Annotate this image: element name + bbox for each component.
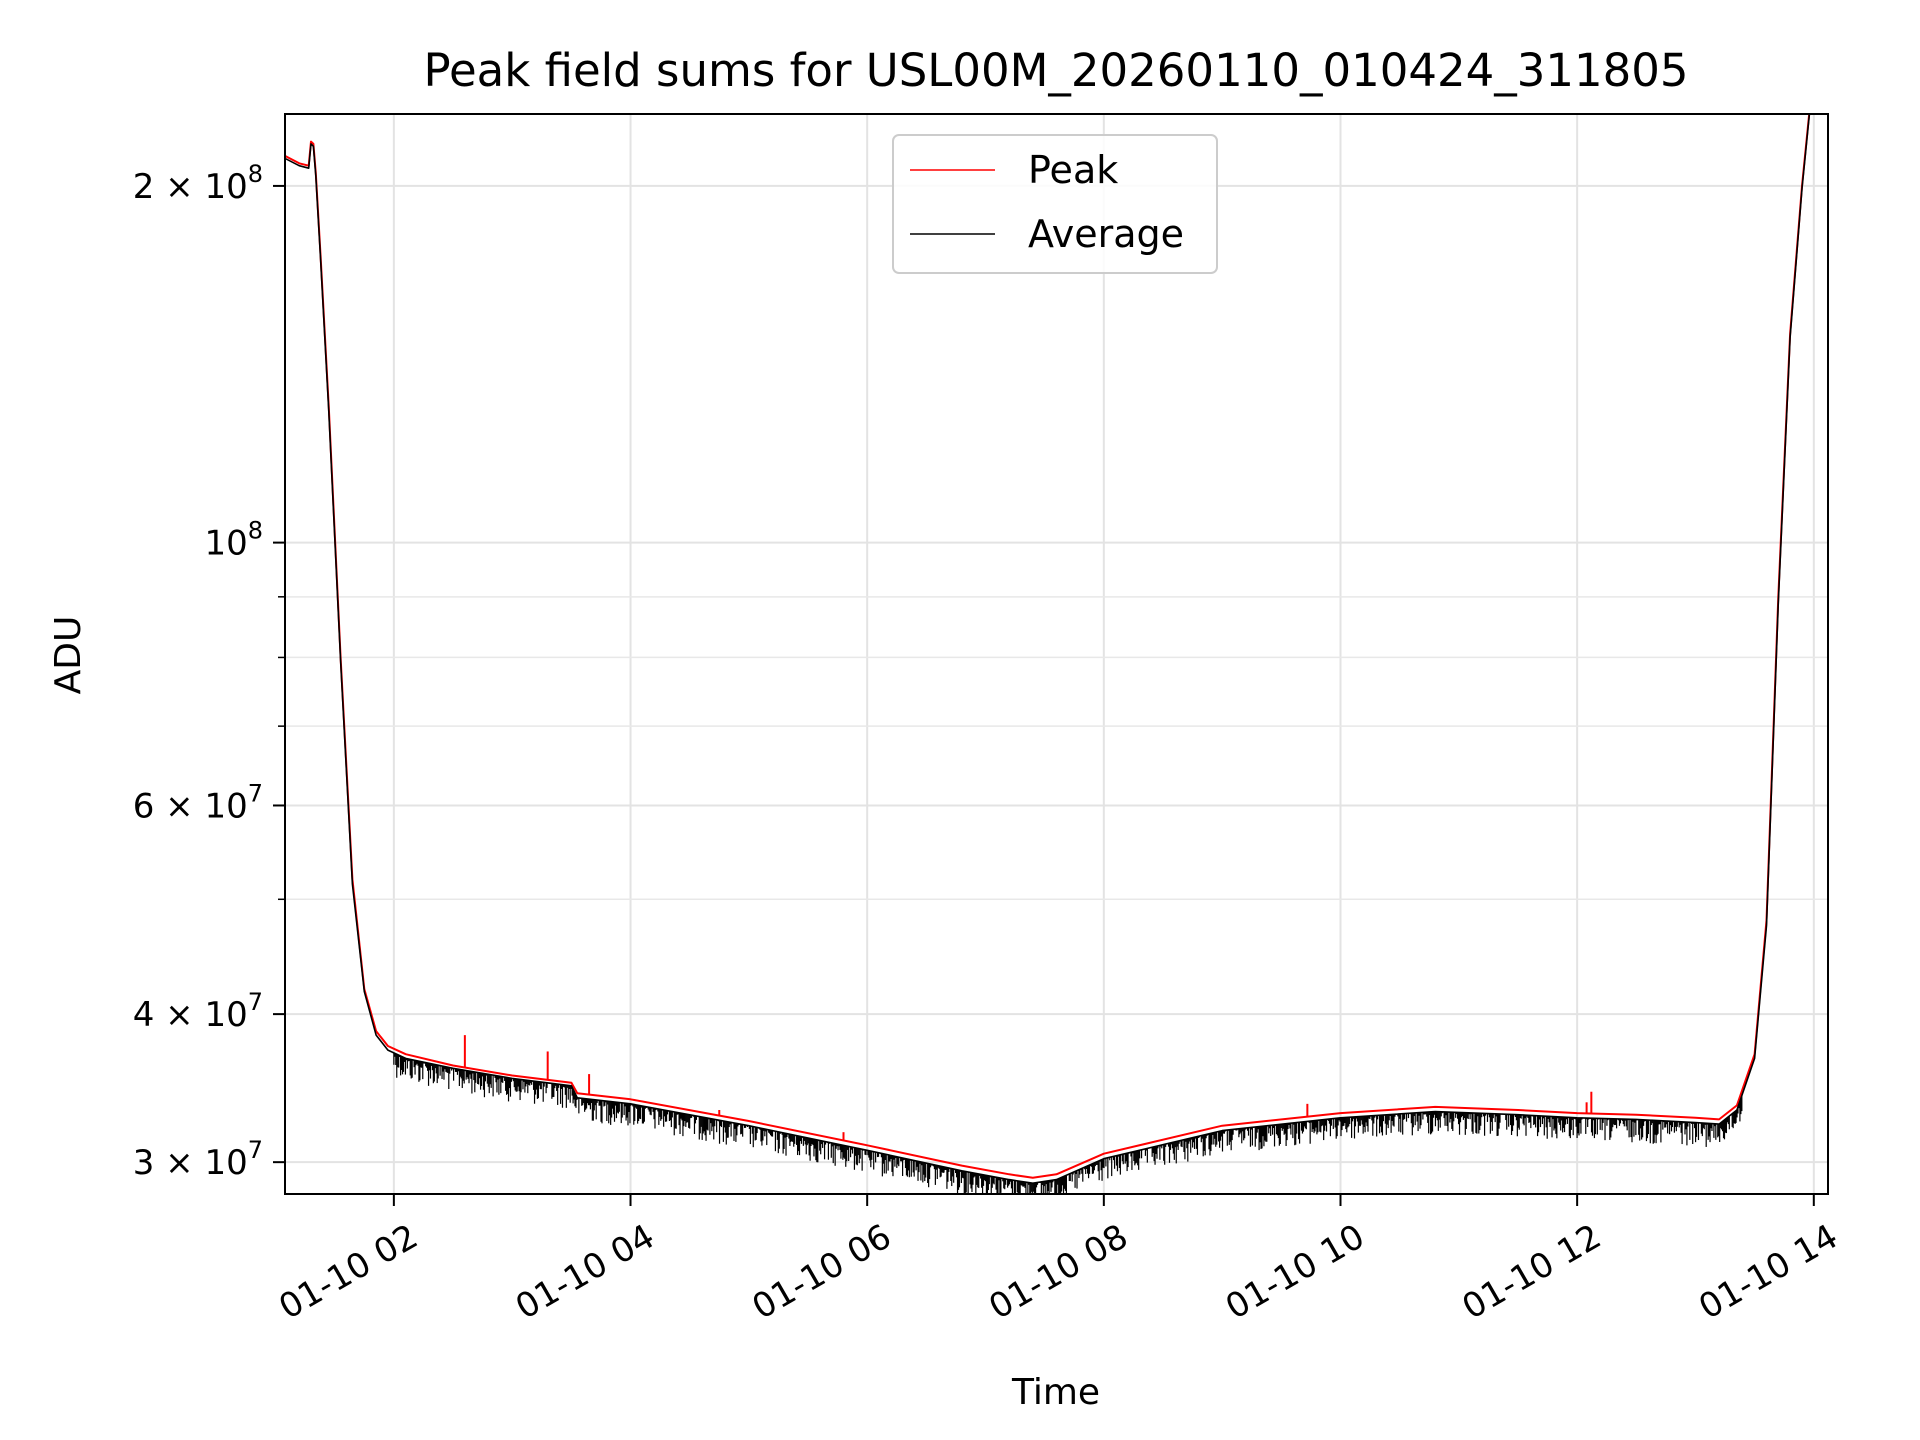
y-tick-label: 6 × 107 xyxy=(133,779,263,826)
grid xyxy=(285,114,1828,1194)
y-tick-label: 4 × 107 xyxy=(133,988,263,1035)
legend-peak-label: Peak xyxy=(1028,148,1118,192)
x-axis-label: Time xyxy=(1011,1372,1100,1413)
legend-average-label: Average xyxy=(1028,212,1184,256)
y-tick-label: 2 × 108 xyxy=(133,160,263,207)
average-noise xyxy=(393,1052,1743,1194)
axes-frame xyxy=(284,113,1829,1195)
legend: Peak Average xyxy=(892,134,1218,274)
y-tick-label: 3 × 107 xyxy=(133,1136,263,1183)
plot-area xyxy=(285,114,1811,1194)
y-axis-label: ADU xyxy=(48,616,89,695)
chart-title: Peak field sums for USL00M_20260110_0104… xyxy=(423,44,1688,97)
y-tick-label: 108 xyxy=(204,517,263,564)
